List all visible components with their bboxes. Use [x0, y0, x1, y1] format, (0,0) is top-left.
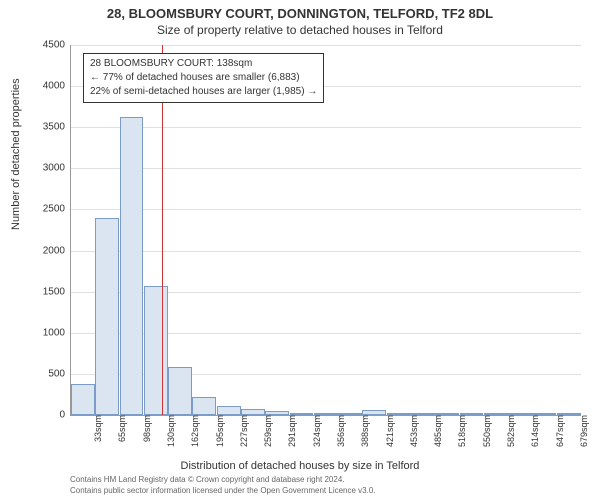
annotation-line1: 28 BLOOMSBURY COURT: 138sqm [90, 57, 317, 71]
x-tick-label: 130sqm [162, 415, 176, 447]
x-tick-label: 324sqm [308, 415, 322, 447]
chart-container: 28, BLOOMSBURY COURT, DONNINGTON, TELFOR… [0, 0, 600, 500]
x-tick-label: 518sqm [453, 415, 467, 447]
y-tick-label: 2000 [43, 245, 71, 256]
y-tick-label: 3000 [43, 163, 71, 174]
x-tick-label: 227sqm [235, 415, 249, 447]
x-tick-label: 550sqm [478, 415, 492, 447]
x-tick-label: 679sqm [575, 415, 589, 447]
x-tick-label: 614sqm [526, 415, 540, 447]
gridline [71, 168, 581, 169]
gridline [71, 127, 581, 128]
plot-region: 05001000150020002500300035004000450033sq… [70, 45, 581, 416]
y-tick-label: 500 [48, 368, 71, 379]
y-tick-label: 4500 [43, 40, 71, 51]
x-tick-label: 65sqm [113, 415, 127, 442]
gridline [71, 251, 581, 252]
x-tick-label: 582sqm [502, 415, 516, 447]
x-tick-label: 388sqm [356, 415, 370, 447]
y-tick-label: 2500 [43, 204, 71, 215]
footer-line2: Contains public sector information licen… [70, 486, 376, 496]
chart-title-sub: Size of property relative to detached ho… [0, 21, 600, 37]
footer-line1: Contains HM Land Registry data © Crown c… [70, 475, 376, 485]
histogram-bar [144, 286, 168, 415]
x-tick-label: 33sqm [89, 415, 103, 442]
y-tick-label: 3500 [43, 122, 71, 133]
x-tick-label: 195sqm [211, 415, 225, 447]
y-tick-label: 4000 [43, 81, 71, 92]
y-tick-label: 1500 [43, 286, 71, 297]
y-tick-label: 1000 [43, 327, 71, 338]
annotation-box: 28 BLOOMSBURY COURT: 138sqm← 77% of deta… [83, 53, 324, 103]
x-tick-label: 485sqm [429, 415, 443, 447]
histogram-bar [71, 384, 95, 415]
gridline [71, 45, 581, 46]
chart-area: 05001000150020002500300035004000450033sq… [70, 45, 580, 415]
histogram-bar [95, 218, 119, 415]
gridline [71, 209, 581, 210]
histogram-bar [192, 397, 216, 415]
x-tick-label: 162sqm [186, 415, 200, 447]
histogram-bar [217, 406, 241, 415]
x-tick-label: 291sqm [283, 415, 297, 447]
histogram-bar [120, 117, 144, 415]
footer-attribution: Contains HM Land Registry data © Crown c… [70, 475, 376, 496]
x-tick-label: 647sqm [551, 415, 565, 447]
annotation-line3: 22% of semi-detached houses are larger (… [90, 85, 317, 99]
x-tick-label: 356sqm [332, 415, 346, 447]
x-tick-label: 259sqm [259, 415, 273, 447]
x-axis-label: Distribution of detached houses by size … [0, 460, 600, 472]
x-tick-label: 453sqm [405, 415, 419, 447]
x-tick-label: 98sqm [138, 415, 152, 442]
y-axis-label: Number of detached properties [10, 78, 22, 230]
x-tick-label: 421sqm [381, 415, 395, 447]
histogram-bar [168, 367, 192, 416]
annotation-line2: ← 77% of detached houses are smaller (6,… [90, 71, 317, 85]
y-tick-label: 0 [59, 410, 71, 421]
chart-title-main: 28, BLOOMSBURY COURT, DONNINGTON, TELFOR… [0, 0, 600, 21]
